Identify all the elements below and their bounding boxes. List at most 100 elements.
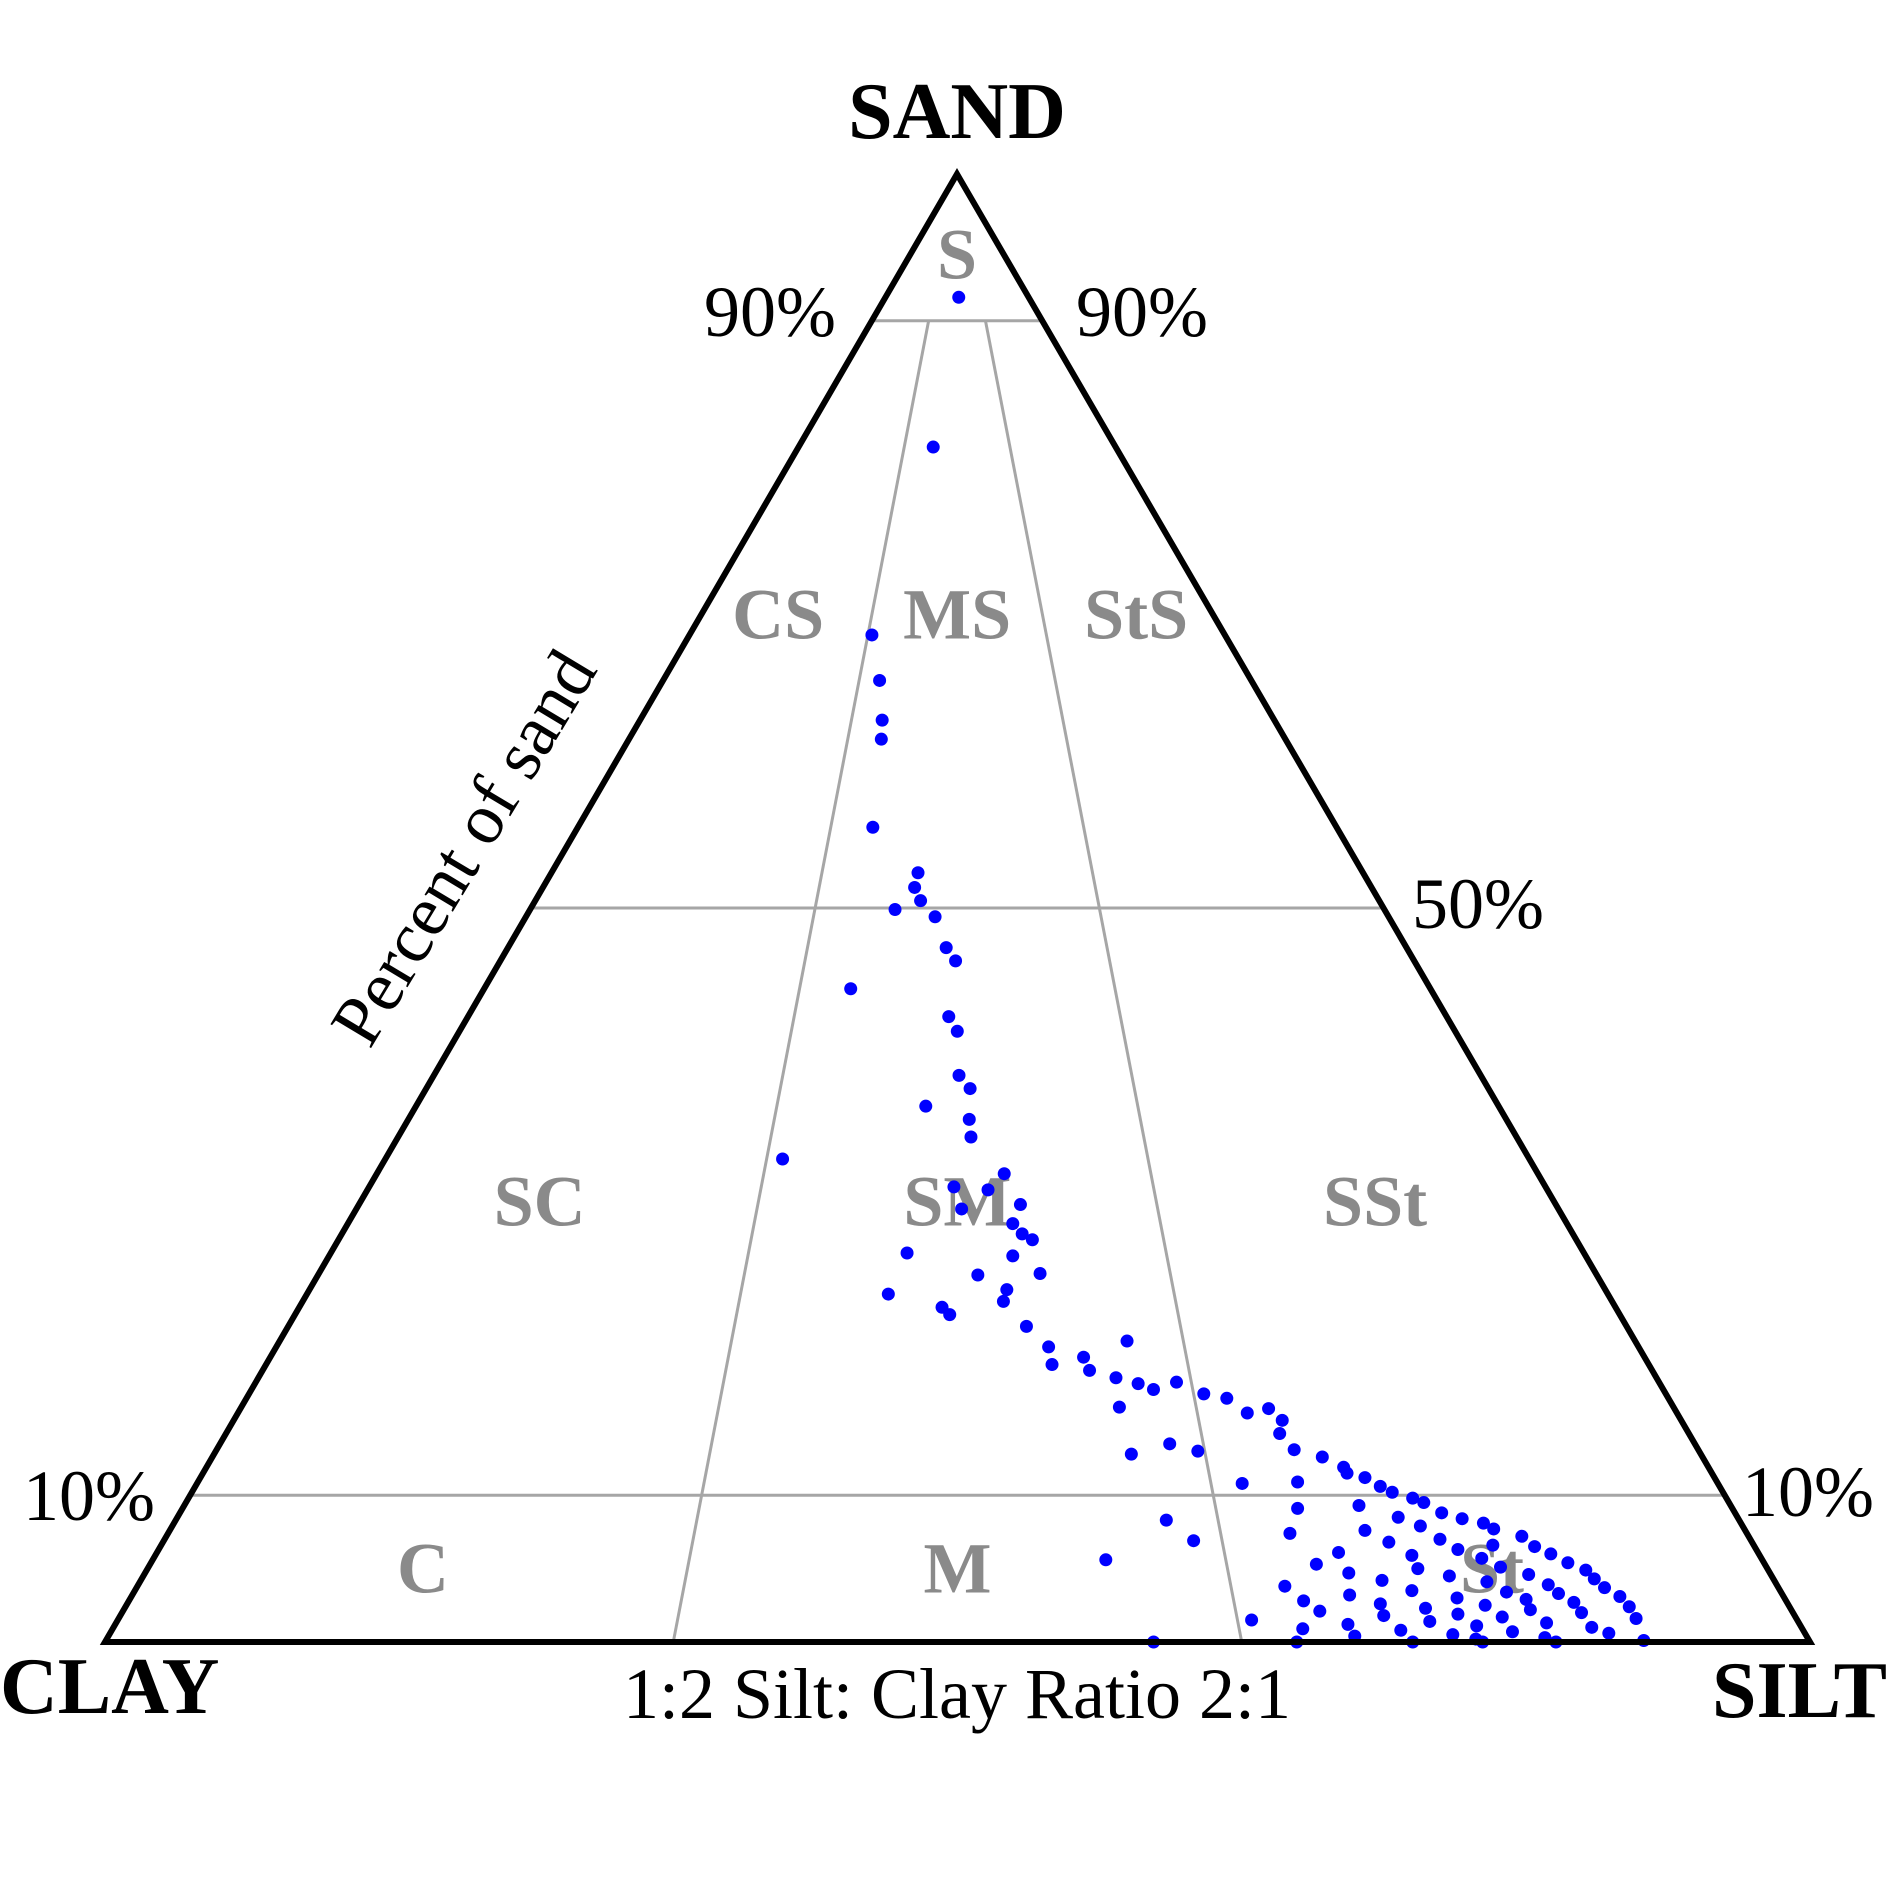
data-point xyxy=(1120,1334,1134,1348)
data-point xyxy=(1358,1471,1372,1485)
vertex-label-sand: SAND xyxy=(848,68,1066,156)
data-point xyxy=(1394,1623,1408,1637)
data-point xyxy=(1499,1585,1513,1599)
data-point xyxy=(844,982,858,996)
data-point xyxy=(900,1246,914,1260)
data-point xyxy=(1419,1601,1433,1615)
data-point xyxy=(1283,1526,1297,1540)
data-point xyxy=(1423,1614,1437,1628)
data-point xyxy=(1377,1609,1391,1623)
data-point xyxy=(1000,1283,1014,1297)
data-point xyxy=(1341,1617,1355,1631)
data-point xyxy=(1450,1591,1464,1605)
data-point xyxy=(1273,1427,1287,1441)
grid-lines xyxy=(190,319,1725,1643)
data-point xyxy=(1476,1516,1490,1530)
data-point xyxy=(1385,1485,1399,1499)
data-point xyxy=(1340,1466,1354,1480)
data-point xyxy=(1382,1535,1396,1549)
data-point xyxy=(1131,1377,1145,1391)
data-point xyxy=(1505,1625,1519,1639)
data-point xyxy=(928,910,942,924)
data-point xyxy=(1405,1584,1419,1598)
tick-label-sand-10-right: 10% xyxy=(1742,1452,1874,1532)
data-point xyxy=(996,1294,1010,1308)
data-point xyxy=(1109,1371,1123,1385)
data-point xyxy=(1015,1227,1029,1241)
data-point xyxy=(1551,1587,1565,1601)
data-point xyxy=(1411,1562,1425,1576)
bottom-label-silt-clay-ratio: 1:2 Silt: Clay Ratio 2:1 xyxy=(623,1654,1291,1734)
triangle-frame xyxy=(99,168,1816,1645)
data-point xyxy=(865,628,879,642)
data-point xyxy=(1451,1607,1465,1621)
data-point xyxy=(1442,1569,1456,1583)
data-point xyxy=(1585,1620,1599,1634)
data-point xyxy=(1315,1450,1329,1464)
data-point xyxy=(881,1287,895,1301)
data-point xyxy=(1042,1340,1056,1354)
data-point xyxy=(926,440,940,454)
data-point xyxy=(1417,1496,1431,1510)
data-point xyxy=(1146,1383,1160,1397)
data-point xyxy=(1575,1606,1589,1620)
data-point xyxy=(1406,1491,1420,1505)
data-point xyxy=(1275,1413,1289,1427)
data-point xyxy=(1435,1506,1449,1520)
data-point xyxy=(1352,1498,1366,1512)
data-point xyxy=(1013,1198,1027,1212)
data-point xyxy=(1433,1532,1447,1546)
data-point xyxy=(1622,1600,1636,1614)
data-point xyxy=(776,1152,790,1166)
data-point xyxy=(1629,1612,1643,1626)
data-point xyxy=(1245,1613,1259,1627)
data-point xyxy=(911,866,925,880)
data-point xyxy=(1495,1610,1509,1624)
data-point xyxy=(1077,1350,1091,1364)
region-label-ms: MS xyxy=(903,574,1011,654)
data-point xyxy=(908,880,922,894)
data-point xyxy=(950,1024,964,1038)
data-point xyxy=(1170,1375,1184,1389)
region-label-sc: SC xyxy=(494,1162,586,1242)
data-point xyxy=(1515,1529,1529,1543)
data-point xyxy=(873,673,887,687)
data-point xyxy=(1278,1579,1292,1593)
data-point xyxy=(1187,1534,1201,1548)
region-label-s: S xyxy=(937,215,977,295)
data-point xyxy=(919,1099,933,1113)
data-point xyxy=(964,1130,978,1144)
grid-line-ratio-1 xyxy=(671,320,931,1643)
data-point xyxy=(1494,1560,1508,1574)
vertex-label-silt: SILT xyxy=(1712,1647,1887,1735)
data-point xyxy=(1522,1567,1536,1581)
data-point xyxy=(1567,1595,1581,1609)
data-point xyxy=(1373,1597,1387,1611)
data-point xyxy=(1025,1233,1039,1247)
data-point xyxy=(1033,1267,1047,1281)
data-point xyxy=(1296,1622,1310,1636)
data-point xyxy=(1240,1406,1254,1420)
data-point xyxy=(1163,1437,1177,1451)
data-point xyxy=(971,1268,985,1282)
data-point xyxy=(1579,1563,1593,1577)
data-point xyxy=(874,732,888,746)
data-point xyxy=(1540,1616,1554,1630)
data-point xyxy=(1358,1523,1372,1537)
data-point xyxy=(1342,1566,1356,1580)
data-point xyxy=(997,1167,1011,1181)
data-point xyxy=(1343,1588,1357,1602)
data-point xyxy=(1561,1556,1575,1570)
tick-label-sand-10-left: 10% xyxy=(23,1456,155,1536)
data-point xyxy=(1455,1512,1469,1526)
data-point xyxy=(1541,1578,1555,1592)
data-point xyxy=(981,1183,995,1197)
data-points xyxy=(776,290,1651,1649)
region-label-m: M xyxy=(923,1529,991,1609)
data-point xyxy=(1544,1547,1558,1561)
data-point xyxy=(952,290,966,304)
data-point xyxy=(1480,1575,1494,1589)
data-point xyxy=(949,954,963,968)
